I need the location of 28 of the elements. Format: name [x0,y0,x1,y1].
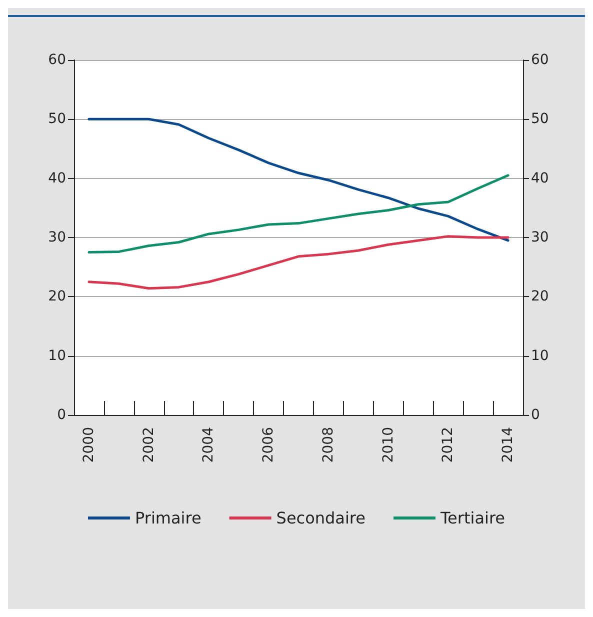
x-tick-label: 2006 [260,426,277,463]
y-tick-label: 30 [48,230,66,246]
line-series [88,118,510,242]
x-tick-label: 2008 [320,427,336,463]
y2-tick-label: 20 [531,288,549,305]
x-tick-label: 2010 [380,427,396,463]
y-tick-label: 40 [48,170,66,186]
y2-tick-label: 60 [531,52,549,68]
x-tick-label: 2014 [500,426,516,463]
y-tick-label: 50 [48,111,66,128]
x-tick-label: 2000 [80,427,97,463]
y2-tick-label: 30 [531,230,549,246]
y2-tick-label: 10 [531,348,549,364]
line-series [88,174,510,254]
legend-label: Secondaire [276,508,366,528]
y-tick-label: 60 [48,52,66,68]
y-tick-label: 10 [48,348,66,364]
x-tick-label: 2002 [140,427,157,463]
x-tick-label: 2012 [440,427,456,463]
legend-label: Tertiaire [439,508,506,528]
y2-tick-label: 40 [531,170,549,186]
x-tick-label: 2004 [200,426,217,463]
legend-label: Primaire [134,508,202,528]
y-tick-label: 0 [57,407,66,423]
y2-tick-label: 50 [531,111,549,128]
line-series [88,235,510,290]
y-tick-label: 20 [48,288,66,305]
y2-tick-label: 0 [531,407,540,423]
